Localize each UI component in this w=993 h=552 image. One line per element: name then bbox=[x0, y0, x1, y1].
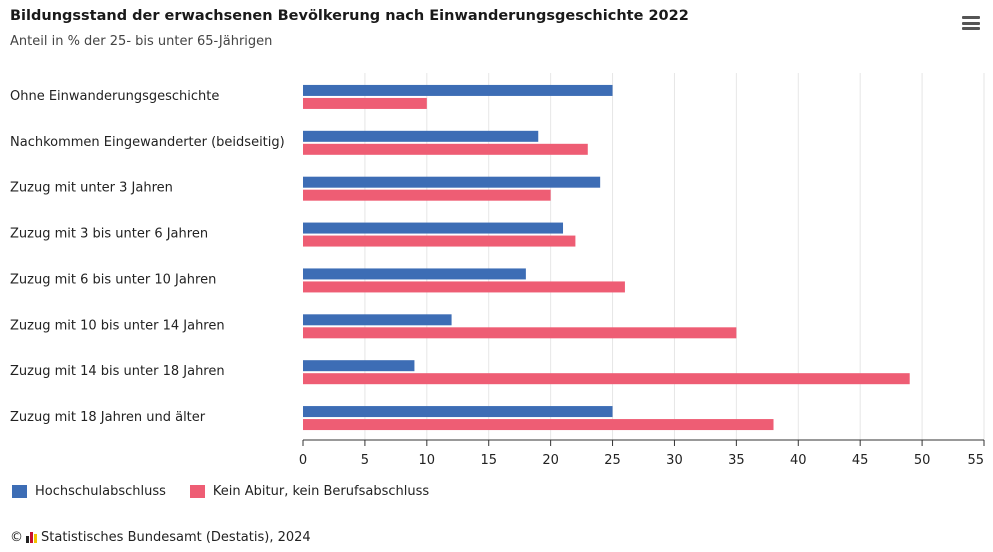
category-label-4: Zuzug mit 6 bis unter 10 Jahren bbox=[10, 272, 216, 287]
bar-s0-4[interactable] bbox=[303, 268, 526, 280]
legend-label-0: Hochschulabschluss bbox=[35, 484, 166, 499]
legend-item-kein-abitur[interactable]: Kein Abitur, kein Berufsabschluss bbox=[189, 484, 430, 499]
hamburger-menu-icon[interactable] bbox=[962, 16, 980, 30]
bar-s0-0[interactable] bbox=[303, 84, 613, 96]
legend-label-1: Kein Abitur, kein Berufsabschluss bbox=[212, 484, 430, 499]
x-tick-label-4: 20 bbox=[542, 453, 559, 468]
category-label-0: Ohne Einwanderungsgeschichte bbox=[10, 89, 219, 104]
chart-title: Bildungsstand der erwachsenen Bevölkerun… bbox=[10, 8, 689, 24]
x-tick-label-11: 55 bbox=[967, 453, 984, 468]
bar-s1-2[interactable] bbox=[303, 189, 551, 201]
bar-s1-7[interactable] bbox=[303, 419, 774, 431]
bar-s1-0[interactable] bbox=[303, 97, 427, 109]
x-tick-label-6: 30 bbox=[666, 453, 683, 468]
bar-chart: Ohne Einwanderungsgeschichte Nachkommen E… bbox=[10, 73, 985, 468]
bar-s0-7[interactable] bbox=[303, 406, 613, 418]
bar-s0-2[interactable] bbox=[303, 176, 601, 188]
legend-item-hochschulabschluss[interactable]: Hochschulabschluss bbox=[12, 484, 166, 499]
source-text[interactable]: Statistisches Bundesamt (Destatis), 2024 bbox=[41, 530, 311, 545]
bar-s0-3[interactable] bbox=[303, 222, 564, 234]
category-label-2: Zuzug mit unter 3 Jahren bbox=[10, 181, 173, 196]
legend-swatch-0 bbox=[12, 485, 27, 498]
source-credit: © Statistisches Bundesamt (Destatis), 20… bbox=[10, 530, 311, 545]
x-tick-label-3: 15 bbox=[480, 453, 497, 468]
bar-s0-5[interactable] bbox=[303, 314, 452, 326]
x-tick-label-8: 40 bbox=[790, 453, 807, 468]
x-tick-label-1: 5 bbox=[361, 453, 369, 468]
category-label-5: Zuzug mit 10 bis unter 14 Jahren bbox=[10, 318, 225, 333]
category-label-3: Zuzug mit 3 bis unter 6 Jahren bbox=[10, 227, 208, 242]
bar-s1-6[interactable] bbox=[303, 373, 910, 385]
bar-s1-4[interactable] bbox=[303, 281, 625, 293]
bar-s1-3[interactable] bbox=[303, 235, 576, 247]
bar-s1-1[interactable] bbox=[303, 143, 588, 155]
bar-s1-5[interactable] bbox=[303, 327, 737, 339]
legend-swatch-1 bbox=[189, 485, 205, 498]
category-label-6: Zuzug mit 14 bis unter 18 Jahren bbox=[10, 364, 225, 379]
category-label-7: Zuzug mit 18 Jahren und älter bbox=[10, 410, 206, 425]
x-tick-label-0: 0 bbox=[299, 453, 307, 468]
bar-s0-1[interactable] bbox=[303, 130, 539, 142]
category-label-1: Nachkommen Eingewanderter (beidseitig) bbox=[10, 135, 285, 150]
legend: Hochschulabschluss Kein Abitur, kein Ber… bbox=[12, 484, 453, 499]
chart-subtitle: Anteil in % der 25- bis unter 65-Jährige… bbox=[10, 34, 273, 49]
x-tick-label-9: 45 bbox=[852, 453, 869, 468]
x-tick-label-5: 25 bbox=[604, 453, 621, 468]
x-tick-label-7: 35 bbox=[728, 453, 745, 468]
x-tick-label-10: 50 bbox=[914, 453, 931, 468]
destatis-logo-icon bbox=[26, 532, 37, 543]
bar-s0-6[interactable] bbox=[303, 360, 415, 372]
x-tick-label-2: 10 bbox=[419, 453, 436, 468]
copyright-symbol: © bbox=[10, 530, 23, 545]
